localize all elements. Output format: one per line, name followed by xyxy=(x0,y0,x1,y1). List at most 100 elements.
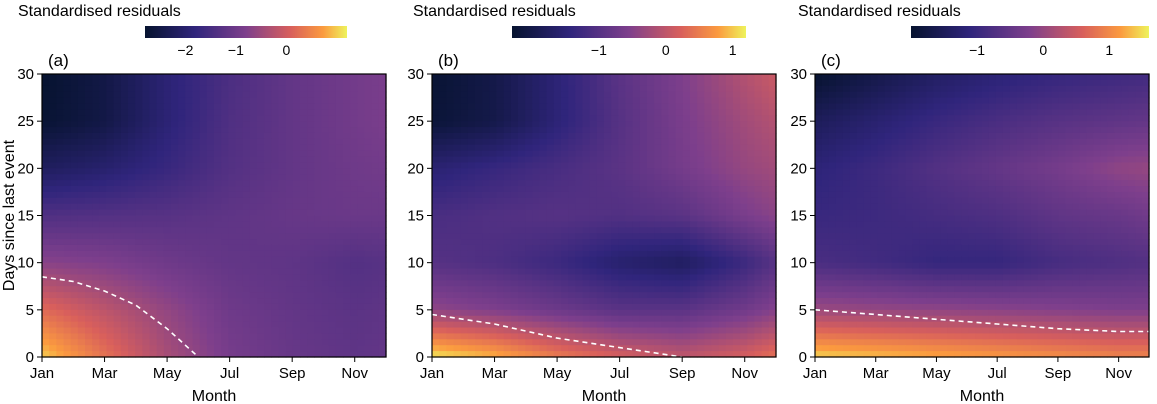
heatmap-cell xyxy=(697,85,705,93)
heatmap-cell xyxy=(292,339,301,346)
heatmap-cell xyxy=(314,191,323,199)
heatmap-cell xyxy=(278,215,287,222)
heatmap-cell xyxy=(467,191,476,199)
heatmap-cell xyxy=(242,321,251,329)
heatmap-cell xyxy=(568,221,576,228)
heatmap-cell xyxy=(532,215,541,222)
heatmap-cell xyxy=(496,221,505,228)
heatmap-cell xyxy=(264,221,272,228)
heatmap-cell xyxy=(156,138,165,146)
heatmap-cell xyxy=(42,91,50,99)
heatmap-cell xyxy=(85,91,93,99)
heatmap-cell xyxy=(328,109,337,116)
heatmap-cell xyxy=(63,156,72,164)
heatmap-cell xyxy=(171,268,179,276)
heatmap-cell xyxy=(575,74,584,81)
heatmap-cell xyxy=(532,85,541,93)
heatmap-cell xyxy=(278,221,287,228)
heatmap-cell xyxy=(199,203,208,211)
heatmap-cell xyxy=(192,144,201,152)
heatmap-cell xyxy=(228,303,237,311)
heatmap-cell xyxy=(532,239,541,246)
heatmap-cell xyxy=(128,239,136,246)
heatmap-cell xyxy=(364,85,373,93)
heatmap-cell xyxy=(63,121,72,128)
heatmap-cell xyxy=(582,256,591,264)
heatmap-cell xyxy=(768,280,777,287)
heatmap-cell xyxy=(128,345,136,352)
heatmap-cell xyxy=(42,162,50,169)
heatmap-cell xyxy=(725,85,734,93)
heatmap-cell xyxy=(589,138,598,146)
heatmap-cell xyxy=(328,268,337,276)
heatmap-cell xyxy=(482,351,490,358)
heatmap-cell xyxy=(740,97,748,105)
heatmap-cell xyxy=(432,174,440,181)
heatmap-cell xyxy=(235,303,244,311)
heatmap-cell xyxy=(690,74,698,81)
heatmap-cell xyxy=(264,162,272,169)
heatmap-cell xyxy=(754,339,763,346)
heatmap-cell xyxy=(120,138,129,146)
heatmap-cell xyxy=(482,239,490,246)
heatmap-cell xyxy=(690,91,698,99)
heatmap-cell xyxy=(1002,91,1011,99)
heatmap-cell xyxy=(257,298,265,305)
heatmap-cell xyxy=(482,121,490,128)
heatmap-cell xyxy=(432,239,440,246)
heatmap-cell xyxy=(142,333,151,340)
heatmap-cell xyxy=(142,180,151,187)
heatmap-cell xyxy=(149,221,158,228)
heatmap-cell xyxy=(475,103,483,110)
heatmap-cell xyxy=(754,79,763,87)
heatmap-cell xyxy=(632,327,641,335)
heatmap-cell xyxy=(510,186,519,193)
heatmap-cell xyxy=(249,345,258,352)
heatmap-cell xyxy=(199,132,208,140)
heatmap-cell xyxy=(271,298,280,305)
heatmap-cell xyxy=(249,138,258,146)
heatmap-cell xyxy=(489,121,498,128)
heatmap-cell xyxy=(300,303,308,311)
heatmap-cell xyxy=(546,315,555,323)
heatmap-cell xyxy=(77,233,86,240)
heatmap-cell xyxy=(113,203,122,211)
x-tick-label: Sep xyxy=(279,365,306,382)
heatmap-cell xyxy=(661,215,670,222)
heatmap-cell xyxy=(1135,74,1143,81)
heatmap-cell xyxy=(682,191,691,199)
heatmap-cell xyxy=(460,180,469,187)
heatmap-cell xyxy=(618,103,627,110)
heatmap-cell xyxy=(589,127,598,134)
heatmap-cell xyxy=(271,286,280,293)
heatmap-cell xyxy=(371,109,380,116)
heatmap-cell xyxy=(711,132,720,140)
heatmap-cell xyxy=(432,333,440,340)
heatmap-cell xyxy=(156,162,165,169)
heatmap-cell xyxy=(632,197,641,205)
heatmap-cell xyxy=(654,186,662,193)
heatmap-cell xyxy=(704,303,713,311)
heatmap-cell xyxy=(156,85,165,93)
heatmap-cell xyxy=(467,168,476,175)
heatmap-cell xyxy=(214,262,222,270)
heatmap-cell xyxy=(199,298,208,305)
heatmap-cell xyxy=(632,97,641,105)
heatmap-cell xyxy=(668,321,677,329)
heatmap-cell xyxy=(460,132,469,140)
heatmap-cell xyxy=(525,138,533,146)
heatmap-cell xyxy=(56,321,65,329)
heatmap-cell xyxy=(285,215,294,222)
heatmap-cell xyxy=(142,203,151,211)
heatmap-cell xyxy=(518,286,526,293)
heatmap-cell xyxy=(661,197,670,205)
heatmap-cell xyxy=(539,97,548,105)
heatmap-cell xyxy=(475,262,483,270)
heatmap-cell xyxy=(546,233,555,240)
heatmap-cell xyxy=(56,268,65,276)
heatmap-cell xyxy=(1002,103,1011,110)
heatmap-cell xyxy=(968,109,976,116)
heatmap-cell xyxy=(718,138,727,146)
heatmap-cell xyxy=(596,333,605,340)
heatmap-cell xyxy=(618,209,627,217)
